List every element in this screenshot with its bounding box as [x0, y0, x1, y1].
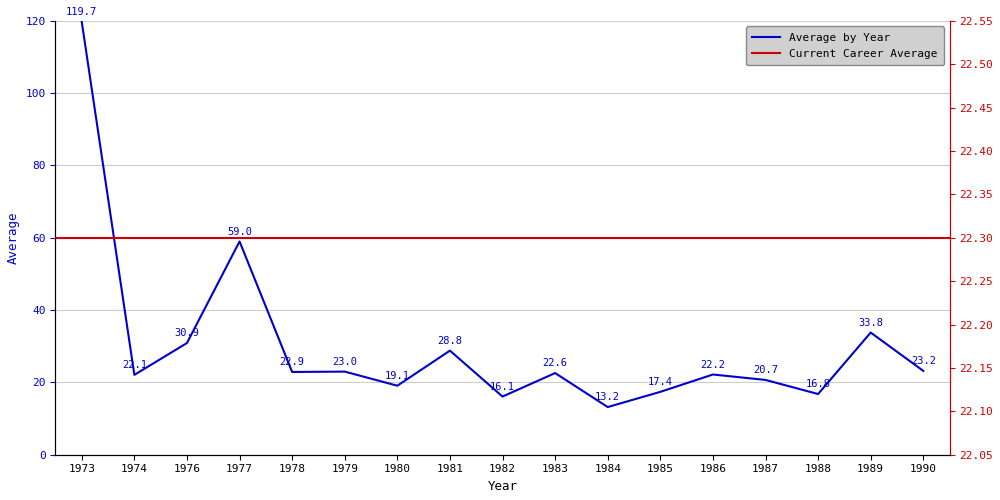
Text: 22.1: 22.1 [122, 360, 147, 370]
Text: 33.8: 33.8 [858, 318, 883, 328]
Text: 22.9: 22.9 [280, 357, 305, 367]
Y-axis label: Average: Average [7, 212, 20, 264]
Text: 23.2: 23.2 [911, 356, 936, 366]
Text: 17.4: 17.4 [648, 377, 673, 387]
Text: 16.1: 16.1 [490, 382, 515, 392]
Text: 13.2: 13.2 [595, 392, 620, 402]
Text: 22.2: 22.2 [700, 360, 725, 370]
Text: 59.0: 59.0 [227, 226, 252, 236]
X-axis label: Year: Year [488, 480, 518, 493]
Text: 22.6: 22.6 [543, 358, 568, 368]
Text: 16.8: 16.8 [806, 379, 831, 389]
Text: 19.1: 19.1 [385, 371, 410, 381]
Text: 28.8: 28.8 [437, 336, 462, 346]
Text: 23.0: 23.0 [332, 356, 357, 366]
Text: 30.9: 30.9 [174, 328, 199, 338]
Legend: Average by Year, Current Career Average: Average by Year, Current Career Average [746, 26, 944, 66]
Text: 119.7: 119.7 [66, 7, 97, 17]
Text: 20.7: 20.7 [753, 365, 778, 375]
